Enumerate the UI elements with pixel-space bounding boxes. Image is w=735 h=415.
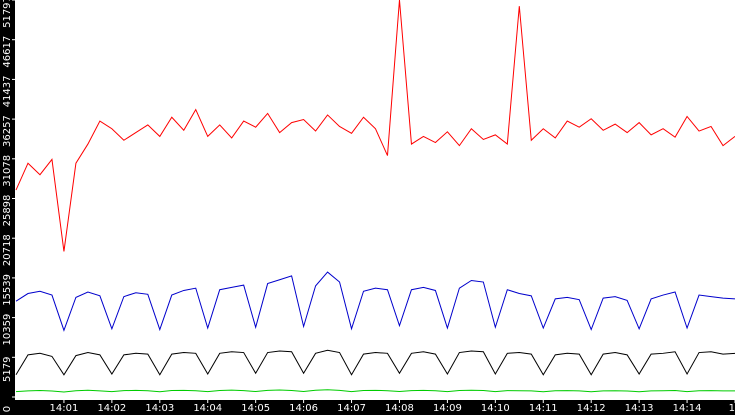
x-tick-label: 14:13 — [625, 403, 654, 414]
y-tick-label: 46617 — [2, 36, 13, 68]
y-axis-bar — [0, 0, 15, 415]
y-tick-label: 36257 — [2, 115, 13, 147]
y-tick-label: 41437 — [2, 75, 13, 107]
x-tick-label: 14 — [729, 403, 735, 414]
y-tick-label: 51797 — [2, 0, 13, 28]
series-line — [15, 389, 735, 393]
x-tick-label: 14:14 — [673, 403, 702, 414]
x-tick-label: 14:09 — [433, 403, 462, 414]
y-tick-label: 0 — [2, 406, 13, 412]
series-line — [15, 271, 735, 332]
y-tick-label: 25898 — [2, 195, 13, 227]
x-tick-label: 14:10 — [481, 403, 510, 414]
y-tick-label: 15539 — [2, 274, 13, 306]
x-tick-label: 14:11 — [529, 403, 558, 414]
y-tick-label: 20718 — [2, 234, 13, 266]
x-tick-label: 14:07 — [337, 403, 366, 414]
x-tick-label: 14:03 — [145, 403, 174, 414]
y-tick-label: 10359 — [2, 314, 13, 346]
x-tick-label: 14:01 — [50, 403, 79, 414]
x-tick-label: 14:06 — [289, 403, 318, 414]
x-tick-label: 14:08 — [385, 403, 414, 414]
x-tick-label: 14:04 — [193, 403, 222, 414]
series-line — [15, 0, 735, 252]
x-axis-bar — [0, 400, 735, 415]
y-tick-label: 31078 — [2, 155, 13, 187]
x-tick-label: 14:12 — [577, 403, 606, 414]
series-line — [15, 349, 735, 376]
x-tick-label: 14:05 — [241, 403, 270, 414]
x-tick-label: 14:02 — [97, 403, 126, 414]
y-tick-label: 5179 — [2, 357, 13, 382]
